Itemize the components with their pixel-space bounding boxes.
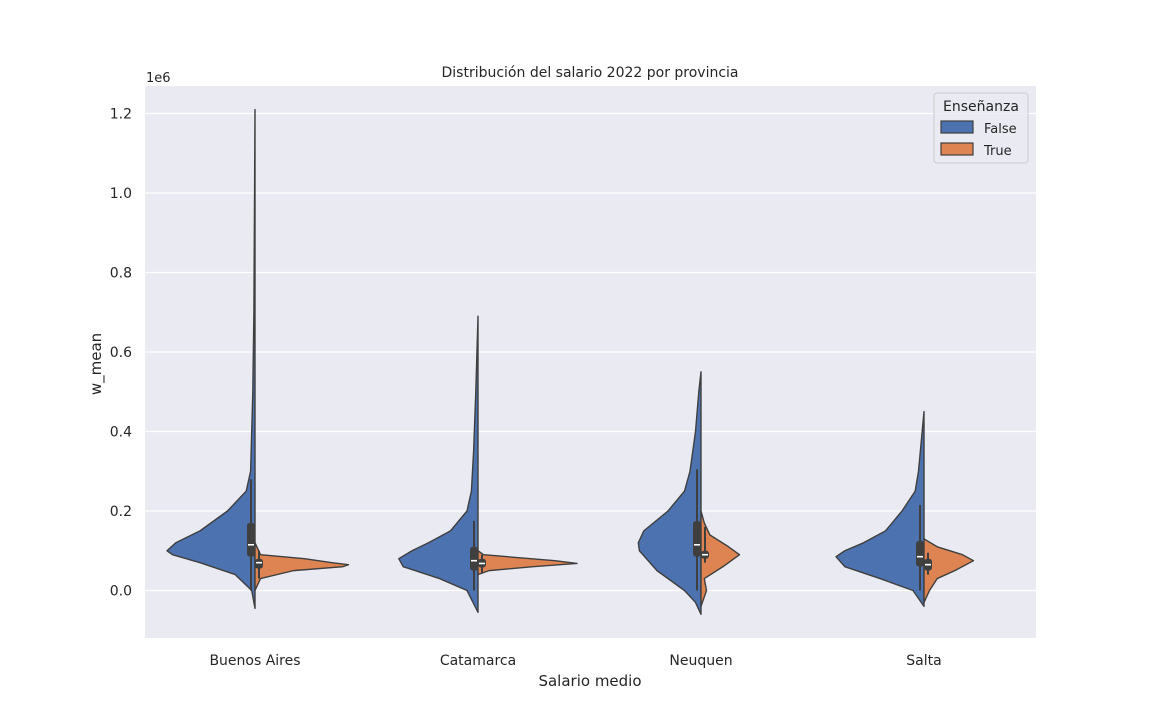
legend-title: Enseñanza <box>943 99 1019 115</box>
violin-false-salta <box>835 410 925 608</box>
iqr-box <box>255 558 263 569</box>
iqr-box <box>916 540 924 567</box>
legend-label-false: False <box>984 122 1017 137</box>
x-tick-label: Catamarca <box>440 653 516 669</box>
legend-swatch-true <box>940 142 974 156</box>
chart-title: Distribución del salario 2022 por provin… <box>441 65 738 81</box>
violin-true-catamarca <box>477 550 578 576</box>
legend-swatch-false <box>940 120 974 134</box>
violins <box>166 108 975 616</box>
y-tick-label: 0.4 <box>110 425 132 441</box>
x-axis-label: Salario medio <box>538 672 641 690</box>
legend-label-true: True <box>983 144 1012 159</box>
y-tick-label: 0.6 <box>110 345 132 361</box>
iqr-box <box>247 522 255 557</box>
y-tick-label: 1.2 <box>110 107 132 123</box>
x-tick-labels: Buenos Aires Catamarca Neuquen Salta <box>209 653 941 669</box>
y-tick-label: 0.8 <box>110 266 132 282</box>
iqr-box <box>470 546 478 571</box>
violin-true-buenos-aires <box>254 542 350 592</box>
x-tick-label: Neuquen <box>669 653 732 669</box>
y-tick-labels: 0.0 0.2 0.4 0.6 0.8 1.0 1.2 <box>110 107 132 600</box>
y-scale-label: 1e6 <box>146 71 171 86</box>
violin-false-catamarca <box>398 315 479 614</box>
violin-true-salta <box>923 538 975 604</box>
y-axis-label: w_mean <box>87 333 106 395</box>
violin-false-buenos-aires <box>166 108 256 610</box>
violin-true-neuquen <box>700 510 741 608</box>
y-tick-label: 0.2 <box>110 504 132 520</box>
iqr-box <box>693 520 701 557</box>
grid-lines <box>145 112 1036 592</box>
violin-false-neuquen <box>637 371 702 616</box>
inner-boxes <box>247 469 932 591</box>
legend: Enseñanza False True <box>933 92 1029 164</box>
x-tick-label: Buenos Aires <box>209 653 300 669</box>
y-tick-label: 1.0 <box>110 186 132 202</box>
y-tick-label: 0.0 <box>110 584 132 600</box>
x-tick-label: Salta <box>906 653 941 669</box>
